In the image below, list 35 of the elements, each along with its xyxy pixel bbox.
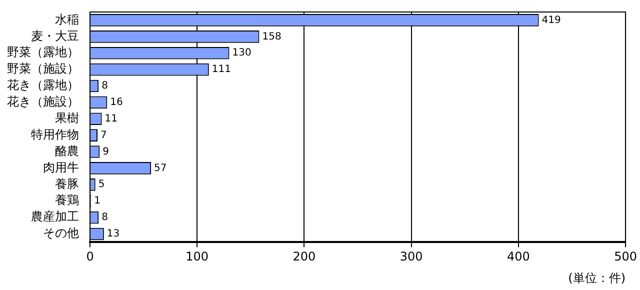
data-label: 7	[100, 130, 107, 141]
y-tick-label: 養鶏	[55, 193, 79, 208]
y-tick-label: 養豚	[55, 176, 79, 191]
data-label: 1	[94, 196, 100, 207]
y-tick-label: 肉用牛	[43, 160, 79, 174]
data-label: 8	[102, 80, 108, 92]
y-tick-label: 水稲	[55, 12, 79, 26]
x-tick-label: 400	[506, 250, 530, 264]
data-label: 9	[102, 146, 110, 158]
data-label: 130	[232, 48, 252, 59]
y-tick-label: 野菜（露地）	[7, 45, 79, 60]
y-tick-label: 野菜（施設）	[7, 62, 79, 76]
data-label: 158	[262, 31, 282, 42]
data-label: 13	[106, 228, 120, 240]
x-tick-label: 0	[86, 250, 94, 264]
data-label: 16	[110, 97, 123, 108]
y-tick-label: その他	[43, 226, 79, 240]
x-tick-label: 100	[186, 250, 209, 264]
x-tick-label: 200	[292, 250, 316, 264]
y-tick-label: 麦・大豆	[31, 28, 79, 43]
y-tick-label: 特用作物	[31, 127, 79, 142]
y-tick-label: 果樹	[55, 111, 79, 126]
y-tick-label: 花き（露地）	[7, 78, 79, 92]
y-tick-label: 花き（施設）	[7, 94, 79, 109]
data-label: 8	[102, 212, 108, 224]
y-tick-label: 酪農	[55, 144, 79, 158]
data-label: 419	[542, 14, 561, 26]
y-tick-label: 農産加工	[31, 210, 79, 224]
x-axis-title: (単位：件)	[568, 270, 626, 285]
x-tick-label: 500	[614, 250, 637, 264]
data-label: 57	[154, 162, 167, 174]
data-label: 111	[212, 64, 231, 76]
x-tick-label: 300	[400, 250, 423, 264]
data-label: 5	[98, 179, 105, 190]
data-label: 11	[104, 113, 118, 124]
